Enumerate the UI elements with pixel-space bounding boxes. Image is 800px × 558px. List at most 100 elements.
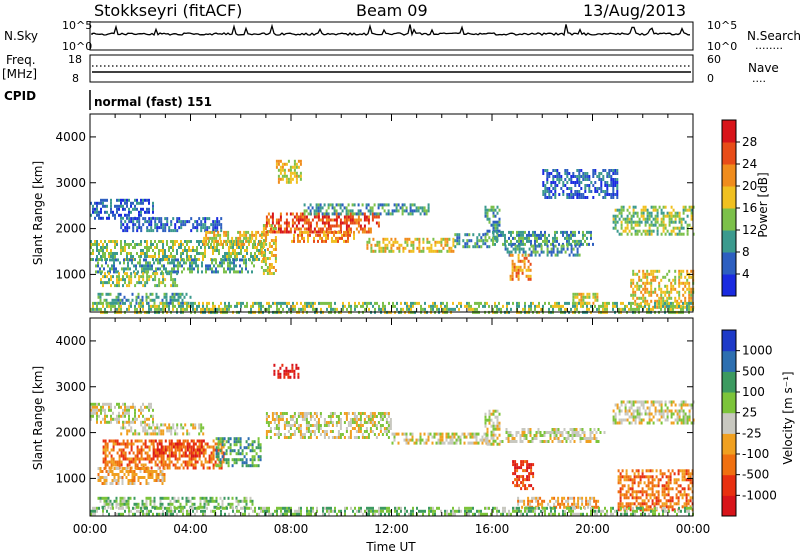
power-echo-cell bbox=[323, 234, 325, 237]
velocity-echo-cell bbox=[127, 446, 129, 449]
power-echo-cell bbox=[396, 302, 398, 305]
power-echo-cell bbox=[520, 240, 522, 243]
power-echo-cell bbox=[562, 234, 564, 237]
power-echo-cell bbox=[290, 213, 292, 216]
power-echo-cell bbox=[398, 209, 400, 212]
power-echo-cell bbox=[648, 308, 650, 311]
velocity-echo-cell bbox=[190, 500, 192, 503]
power-echo-cell bbox=[382, 247, 384, 250]
power-echo-cell bbox=[188, 220, 190, 223]
velocity-echo-cell bbox=[183, 440, 185, 443]
velocity-echo-cell bbox=[213, 452, 215, 455]
velocity-echo-cell bbox=[189, 452, 191, 455]
power-echo-cell bbox=[312, 305, 314, 308]
velocity-echo-cell bbox=[246, 440, 248, 443]
power-echo-cell bbox=[304, 219, 306, 222]
power-echo-cell bbox=[540, 308, 542, 311]
power-echo-cell bbox=[239, 243, 241, 246]
velocity-echo-cell bbox=[266, 415, 268, 418]
power-echo-cell bbox=[378, 203, 380, 206]
velocity-echo-cell bbox=[98, 479, 100, 482]
velocity-echo-cell bbox=[121, 443, 123, 446]
power-echo-cell bbox=[274, 302, 276, 305]
power-echo-cell bbox=[678, 285, 680, 288]
velocity-echo-cell bbox=[194, 497, 196, 500]
velocity-echo-cell bbox=[112, 503, 114, 506]
power-echo-cell bbox=[366, 305, 368, 308]
power-echo-cell bbox=[493, 215, 495, 218]
velocity-echo-cell bbox=[199, 458, 201, 461]
velocity-echo-cell bbox=[151, 458, 153, 461]
power-echo-cell bbox=[574, 305, 576, 308]
power-echo-cell bbox=[482, 239, 484, 242]
power-echo-cell bbox=[584, 190, 586, 193]
power-echo-cell bbox=[282, 169, 284, 172]
velocity-echo-cell bbox=[148, 426, 150, 429]
power-echo-cell bbox=[237, 240, 239, 243]
velocity-echo-cell bbox=[246, 497, 248, 500]
power-echo-cell bbox=[217, 264, 219, 267]
power-echo-cell bbox=[100, 202, 102, 205]
power-echo-cell bbox=[293, 240, 295, 243]
power-echo-cell bbox=[196, 220, 198, 223]
power-echo-cell bbox=[402, 308, 404, 311]
power-echo-cell bbox=[251, 261, 253, 264]
power-echo-cell bbox=[241, 234, 243, 237]
power-echo-cell bbox=[493, 209, 495, 212]
power-echo-cell bbox=[526, 237, 528, 240]
velocity-echo-cell bbox=[110, 415, 112, 418]
power-echo-cell bbox=[364, 219, 366, 222]
power-echo-cell bbox=[146, 281, 148, 284]
velocity-echo-cell bbox=[254, 464, 256, 467]
power-echo-cell bbox=[226, 252, 228, 255]
power-echo-cell bbox=[614, 169, 616, 172]
power-echo-cell bbox=[522, 272, 524, 275]
power-echo-cell bbox=[430, 244, 432, 247]
velocity-echo-cell bbox=[230, 446, 232, 449]
power-echo-cell bbox=[190, 240, 192, 243]
power-echo-cell bbox=[537, 245, 539, 248]
velocity-echo-cell bbox=[350, 430, 352, 433]
power-echo-cell bbox=[212, 220, 214, 223]
power-echo-cell bbox=[556, 169, 558, 172]
velocity-echo-cell bbox=[142, 476, 144, 479]
power-echo-cell bbox=[416, 238, 418, 241]
velocity-echo-cell bbox=[246, 500, 248, 503]
power-echo-cell bbox=[146, 243, 148, 246]
velocity-echo-cell bbox=[137, 449, 139, 452]
power-echo-cell bbox=[378, 308, 380, 311]
power-echo-cell bbox=[493, 206, 495, 209]
velocity-echo-cell bbox=[163, 458, 165, 461]
power-echo-cell bbox=[260, 305, 262, 308]
power-echo-cell bbox=[666, 297, 668, 300]
velocity-echo-cell bbox=[276, 427, 278, 430]
power-echo-cell bbox=[108, 293, 110, 296]
power-echo-cell bbox=[548, 187, 550, 190]
velocity-echo-cell bbox=[372, 424, 374, 427]
power-echo-cell bbox=[615, 215, 617, 218]
power-echo-cell bbox=[643, 230, 645, 233]
power-echo-cell bbox=[244, 255, 246, 258]
power-echo-cell bbox=[176, 240, 178, 243]
power-echo-cell bbox=[604, 302, 606, 305]
power-echo-cell bbox=[336, 209, 338, 212]
power-echo-cell bbox=[245, 231, 247, 234]
power-echo-cell bbox=[318, 231, 320, 234]
power-echo-cell bbox=[148, 255, 150, 258]
power-echo-cell bbox=[404, 241, 406, 244]
power-echo-cell bbox=[243, 237, 245, 240]
power-echo-cell bbox=[100, 293, 102, 296]
power-echo-cell bbox=[142, 252, 144, 255]
velocity-echo-cell bbox=[106, 421, 108, 424]
velocity-echo-cell bbox=[104, 476, 106, 479]
power-echo-cell bbox=[113, 264, 115, 267]
power-echo-cell bbox=[522, 243, 524, 246]
power-echo-cell bbox=[268, 222, 270, 225]
power-echo-cell bbox=[150, 255, 152, 258]
power-echo-cell bbox=[562, 231, 564, 234]
velocity-echo-cell bbox=[161, 464, 163, 467]
power-echo-cell bbox=[637, 224, 639, 227]
velocity-echo-cell bbox=[146, 482, 148, 485]
velocity-echo-cell bbox=[185, 464, 187, 467]
velocity-echo-cell bbox=[232, 497, 234, 500]
